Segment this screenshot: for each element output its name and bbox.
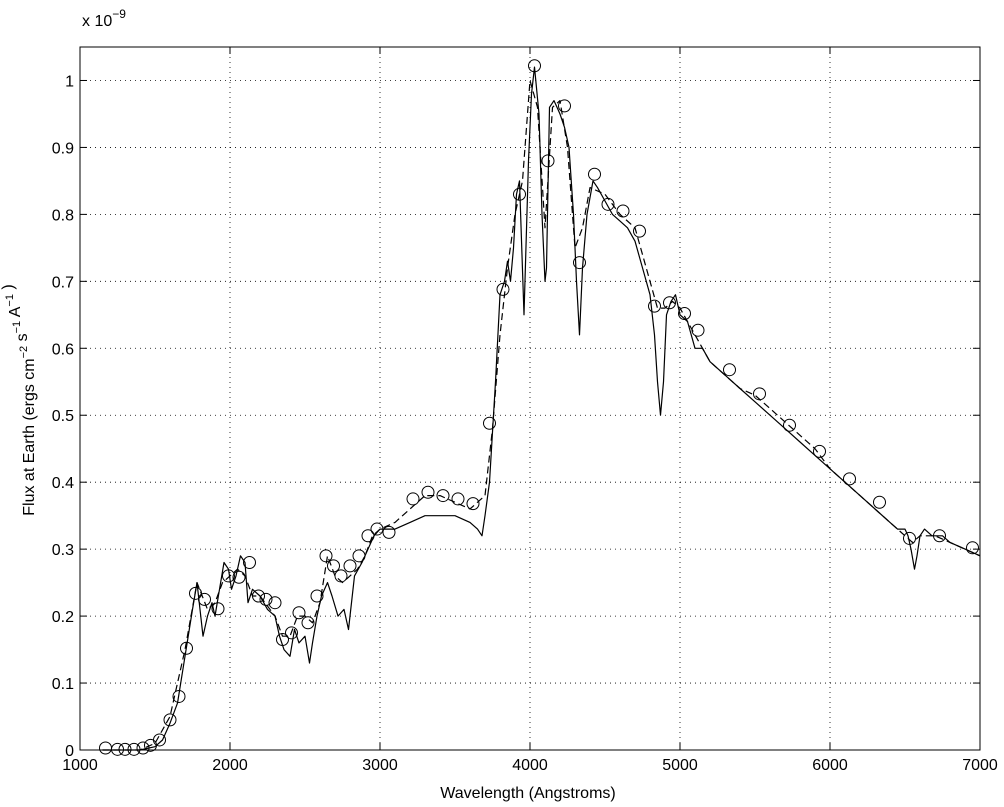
y-tick-label: 0.7: [52, 274, 74, 291]
x-tick-label: 1000: [62, 757, 98, 774]
x-axis-label: Wavelength (Angstroms): [440, 785, 615, 802]
data-point-circle: [352, 549, 366, 563]
data-point-circle: [903, 531, 916, 545]
y-tick-label: 0.1: [52, 676, 74, 693]
data-point-circle: [189, 586, 202, 600]
data-point-circle: [691, 323, 705, 337]
data-point-circle: [573, 256, 586, 270]
data-point-circle: [163, 713, 177, 727]
data-point-circle: [496, 282, 510, 296]
y-tick-label: 0.9: [52, 140, 74, 157]
x-tick-label: 3000: [362, 757, 398, 774]
data-point-circle: [370, 522, 384, 536]
x-tick-label: 4000: [512, 757, 548, 774]
data-point-circle: [588, 167, 601, 181]
data-point-circle: [319, 549, 333, 563]
y-tick-label: 0.4: [52, 475, 74, 492]
data-point-circle: [292, 606, 306, 620]
y-tick-label: 0: [65, 743, 74, 760]
data-point-circle: [334, 569, 348, 583]
axis-ticks: 1000 2000 3000 4000 5000 6000 7000 0 0.1 0.2 0.3 0.…: [52, 47, 998, 774]
y-tick-label: 0.5: [52, 408, 74, 425]
data-point-circle: [933, 529, 946, 543]
data-point-circle: [663, 296, 676, 310]
data-point-circle: [382, 525, 396, 539]
data-point-circle: [243, 556, 256, 570]
data-point-circle: [198, 592, 211, 606]
data-point-circle: [127, 742, 141, 756]
y-tick-label: 1: [65, 73, 74, 90]
x-tick-label: 5000: [662, 757, 698, 774]
y-tick-label: 0.3: [52, 542, 74, 559]
data-point-circle: [118, 742, 132, 756]
data-point-circle: [252, 589, 265, 603]
data-point-circle: [466, 497, 480, 511]
y-tick-label: 0.2: [52, 609, 74, 626]
data-point-circle: [436, 489, 450, 503]
data-point-circle: [843, 472, 856, 486]
data-point-circle: [327, 559, 340, 573]
data-point-circle: [268, 596, 282, 610]
data-point-circle: [111, 742, 124, 756]
y-tick-label: 0.6: [52, 341, 74, 358]
data-point-circle: [259, 592, 273, 606]
data-point-circle: [153, 733, 166, 747]
data-point-circle: [783, 418, 796, 432]
data-point-circle: [285, 626, 298, 640]
data-point-circle: [180, 641, 193, 655]
data-point-circle: [211, 602, 225, 616]
observed-spectrum-line: [102, 66, 981, 751]
data-point-circle: [343, 559, 357, 573]
data-point-circle: [813, 444, 826, 458]
data-point-circle: [678, 306, 691, 320]
data-point-circle: [633, 224, 646, 238]
series-layer: [99, 59, 981, 756]
x-tick-label: 2000: [212, 757, 248, 774]
data-point-circle: [753, 387, 766, 401]
data-point-circle: [451, 492, 465, 506]
data-point-circle: [172, 689, 186, 703]
data-point-circle: [406, 492, 420, 506]
data-point-circle: [483, 416, 496, 430]
data-point-circle: [723, 363, 736, 377]
data-point-circle: [558, 99, 571, 113]
data-point-circle: [528, 59, 541, 73]
x-tick-label: 7000: [962, 757, 998, 774]
data-point-circle: [513, 187, 526, 201]
x-tick-label: 6000: [812, 757, 848, 774]
model-spectrum-dashed-line: [102, 79, 981, 751]
data-point-circle: [873, 495, 886, 509]
data-point-circle: [310, 589, 324, 603]
y-tick-label: 0.8: [52, 207, 74, 224]
data-point-circle: [361, 529, 375, 543]
observed-points-series: [99, 59, 979, 756]
data-point-circle: [966, 541, 979, 555]
y-multiplier-label: x 10−9: [82, 7, 126, 30]
data-point-circle: [136, 741, 150, 755]
y-axis-label: Flux at Earth (ergs cm−2 s−1 A−1 ): [0, 284, 38, 515]
data-point-circle: [541, 154, 555, 168]
data-point-circle: [601, 197, 615, 211]
data-point-circle: [421, 485, 435, 499]
data-point-circle: [301, 616, 315, 630]
data-point-circle: [648, 299, 661, 313]
data-point-circle: [616, 204, 630, 218]
data-point-circle: [276, 633, 289, 647]
data-point-circle: [232, 570, 246, 584]
data-point-circle: [222, 569, 235, 583]
grid: [80, 47, 980, 750]
